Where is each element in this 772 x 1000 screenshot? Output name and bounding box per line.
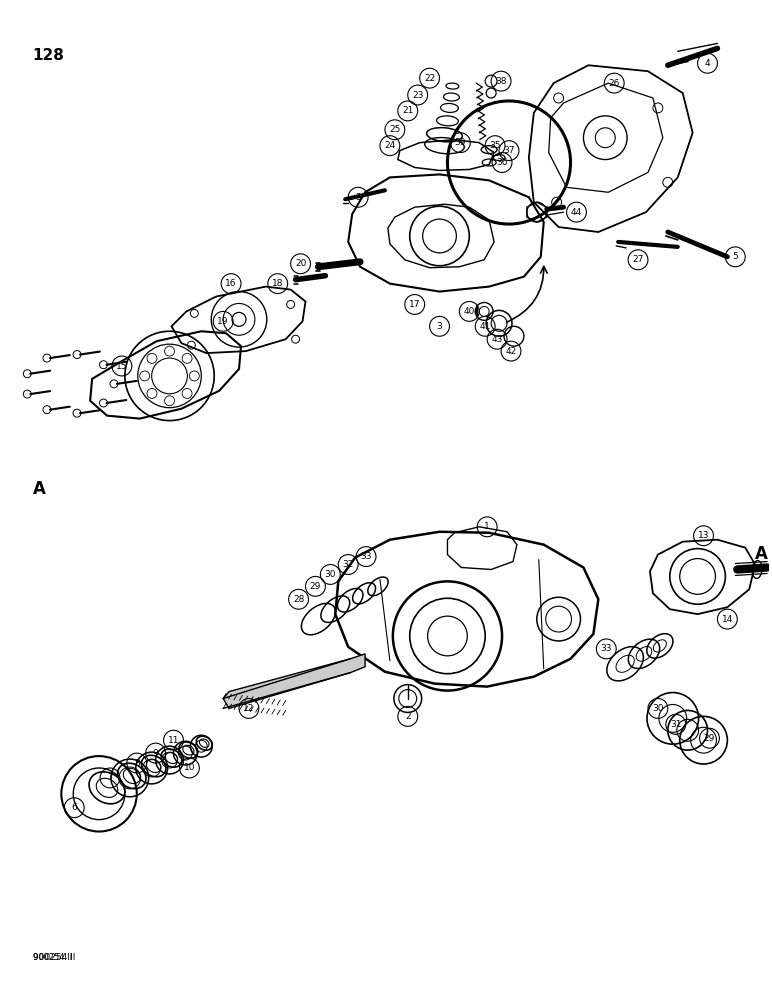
Text: 32: 32 (343, 560, 354, 569)
Text: 13: 13 (698, 531, 709, 540)
Text: 22: 22 (424, 74, 435, 83)
Text: 44: 44 (571, 208, 582, 217)
Text: 38: 38 (496, 77, 506, 86)
Text: 42: 42 (506, 347, 516, 356)
Text: 43: 43 (492, 335, 503, 344)
Text: 28: 28 (293, 595, 304, 604)
Text: 29: 29 (310, 582, 321, 591)
Text: 27: 27 (632, 255, 644, 264)
Text: 14: 14 (722, 615, 733, 624)
Text: 900254 II: 900254 II (32, 953, 75, 962)
Text: 36: 36 (496, 158, 508, 167)
Text: A: A (755, 545, 768, 563)
Text: 7: 7 (107, 773, 113, 782)
Text: 18: 18 (272, 279, 283, 288)
Text: 10: 10 (184, 763, 195, 772)
Text: 128: 128 (32, 48, 64, 63)
Text: 35: 35 (489, 141, 501, 150)
Text: 9: 9 (153, 749, 158, 758)
Text: 23: 23 (412, 91, 423, 100)
Text: 12: 12 (243, 704, 255, 713)
Text: 900254 II: 900254 II (32, 953, 72, 962)
Text: 11: 11 (168, 736, 179, 745)
Polygon shape (223, 654, 365, 708)
Text: 17: 17 (409, 300, 421, 309)
Text: 24: 24 (384, 141, 395, 150)
Circle shape (232, 312, 246, 326)
Text: 29: 29 (704, 734, 715, 743)
Text: 21: 21 (402, 106, 414, 115)
Text: A: A (32, 480, 46, 498)
Text: 41: 41 (479, 322, 491, 331)
Text: 15: 15 (116, 362, 127, 371)
Text: 6: 6 (71, 803, 77, 812)
Text: 19: 19 (218, 317, 229, 326)
Text: 33: 33 (601, 644, 612, 653)
Text: 16: 16 (225, 279, 237, 288)
Text: 26: 26 (608, 79, 620, 88)
FancyArrowPatch shape (506, 266, 547, 322)
Text: 39: 39 (455, 138, 466, 147)
Text: 8: 8 (134, 759, 140, 768)
Text: 20: 20 (295, 259, 306, 268)
Text: 31: 31 (670, 720, 682, 729)
Text: 33: 33 (361, 552, 372, 561)
Text: 3: 3 (355, 193, 361, 202)
Text: 40: 40 (464, 307, 475, 316)
Text: 3: 3 (437, 322, 442, 331)
Text: 30: 30 (652, 704, 664, 713)
Text: 37: 37 (503, 146, 515, 155)
Text: 30: 30 (324, 570, 336, 579)
Text: 5: 5 (733, 252, 738, 261)
Text: 25: 25 (389, 125, 401, 134)
Text: 1: 1 (484, 522, 490, 531)
Text: 2: 2 (405, 712, 411, 721)
Text: 4: 4 (705, 59, 710, 68)
